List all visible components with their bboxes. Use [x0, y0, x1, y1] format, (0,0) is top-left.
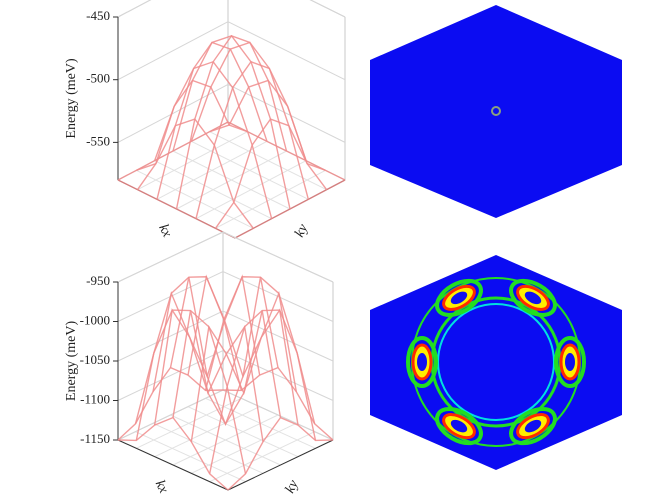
grid-line: [117, 310, 334, 362]
z-tick-label: -450: [86, 8, 110, 23]
hex-lobe: [554, 336, 586, 388]
x-axis-title: kx: [152, 478, 171, 496]
z-tick-label: -1000: [80, 312, 110, 327]
y-axis-title: ky: [283, 477, 302, 495]
grid-line: [117, 231, 334, 283]
surface-column: [169, 277, 282, 426]
surface-column: [154, 60, 273, 219]
z-tick-label: -550: [86, 133, 110, 148]
surface-column: [152, 290, 264, 442]
surface-column: [227, 121, 346, 181]
grid-line: [117, 270, 334, 322]
hex-map: [370, 5, 622, 218]
surface-row: [172, 277, 279, 426]
z-tick-label: -500: [86, 71, 110, 86]
z-axis-title: Energy (meV): [64, 321, 79, 402]
z-tick-label: -1100: [80, 391, 110, 406]
surface-column: [204, 276, 317, 441]
grid-line: [117, 83, 346, 143]
surface-column: [117, 179, 236, 239]
y-axis-title: ky: [292, 221, 311, 239]
y-axis: [227, 439, 334, 491]
z-tick-label: -950: [86, 273, 110, 288]
surface-row: [227, 416, 334, 491]
surface-row: [136, 79, 248, 191]
grid-line: [117, 0, 346, 18]
surface-column: [209, 79, 328, 191]
x-axis-title: kx: [155, 222, 174, 240]
surface-column: [190, 41, 310, 200]
surface-column: [172, 34, 291, 210]
grid-line: [117, 349, 334, 401]
z-tick-label: -1050: [80, 352, 110, 367]
surface-column: [117, 416, 229, 491]
hex-ring: [491, 106, 501, 116]
z-axis-title: Energy (meV): [64, 58, 79, 139]
hex-pattern: [406, 271, 586, 453]
surface-column: [187, 274, 299, 426]
surface-column: [222, 366, 334, 441]
floor-grid: [209, 131, 327, 191]
x-axis: [117, 439, 229, 491]
surface-row: [175, 34, 288, 210]
surface-column: [136, 118, 254, 229]
surface-column: [134, 309, 247, 474]
hex-lobe: [406, 336, 438, 388]
grid-line: [117, 21, 346, 81]
z-tick-label: -1150: [80, 431, 110, 446]
